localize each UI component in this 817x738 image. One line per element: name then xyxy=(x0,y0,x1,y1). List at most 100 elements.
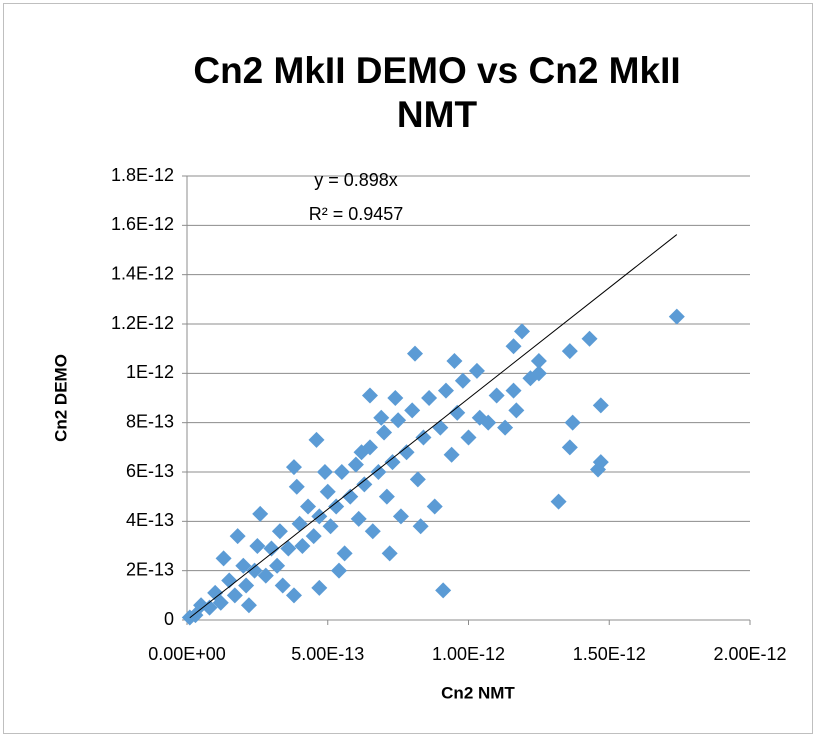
point xyxy=(316,464,333,480)
x-tick-label: 2.00E-12 xyxy=(713,644,786,664)
y-tick-label: 8E-13 xyxy=(126,411,174,431)
point xyxy=(668,308,685,325)
point xyxy=(328,498,345,515)
point xyxy=(252,505,269,522)
point xyxy=(370,464,387,480)
point xyxy=(392,508,409,525)
point xyxy=(246,562,263,579)
point xyxy=(333,464,350,480)
point xyxy=(269,557,286,574)
point xyxy=(271,523,288,540)
point xyxy=(274,577,291,594)
point xyxy=(285,459,302,476)
point xyxy=(387,390,404,406)
point xyxy=(240,597,257,614)
point xyxy=(589,461,606,478)
point xyxy=(221,572,238,589)
point xyxy=(443,446,460,463)
point xyxy=(407,345,424,362)
point xyxy=(381,545,398,562)
point xyxy=(404,402,421,419)
point xyxy=(350,510,367,527)
trendline-equation: y = 0.898x xyxy=(314,170,398,190)
chart-title-line2: NMT xyxy=(397,94,478,135)
y-tick-label: 1.2E-12 xyxy=(111,313,174,333)
point xyxy=(342,488,359,505)
point xyxy=(561,343,578,360)
x-axis-title: Cn2 NMT xyxy=(441,683,515,702)
y-tick-label: 1E-12 xyxy=(126,362,174,382)
point xyxy=(592,397,609,414)
point xyxy=(435,582,452,599)
point xyxy=(513,323,530,340)
point xyxy=(336,545,353,562)
point xyxy=(257,567,274,584)
point xyxy=(215,550,232,567)
point xyxy=(468,362,485,379)
point xyxy=(508,402,525,419)
point xyxy=(412,518,429,535)
point xyxy=(311,579,328,596)
point xyxy=(235,557,252,574)
trendline xyxy=(189,234,678,619)
point xyxy=(322,518,339,535)
point xyxy=(319,483,336,500)
chart-title: Cn2 MkII DEMO vs Cn2 MkII xyxy=(193,50,680,91)
point xyxy=(212,594,229,611)
point xyxy=(505,382,522,399)
y-tick-label: 1.6E-12 xyxy=(111,214,174,234)
point xyxy=(415,429,432,446)
point xyxy=(376,424,393,441)
y-tick-label: 4E-13 xyxy=(126,510,174,530)
point xyxy=(505,338,522,355)
point xyxy=(421,390,438,406)
point xyxy=(361,387,378,404)
point xyxy=(288,478,305,495)
x-tick-label: 5.00E-13 xyxy=(291,644,364,664)
y-tick-label: 2E-13 xyxy=(126,559,174,579)
point xyxy=(480,414,497,431)
y-axis-title: Cn2 DEMO xyxy=(51,354,70,442)
point xyxy=(488,387,505,404)
point xyxy=(300,498,317,515)
point xyxy=(446,353,463,369)
point xyxy=(263,540,280,557)
point xyxy=(460,429,477,446)
point xyxy=(356,476,373,493)
point xyxy=(201,599,218,616)
point xyxy=(550,493,567,510)
point xyxy=(249,538,266,554)
point xyxy=(561,439,578,456)
point xyxy=(530,353,547,369)
point xyxy=(378,488,395,505)
point xyxy=(229,528,246,545)
point xyxy=(497,419,514,436)
x-tick-label: 1.00E-12 xyxy=(432,644,505,664)
point xyxy=(454,372,471,389)
point xyxy=(347,456,364,473)
point xyxy=(364,523,381,540)
point xyxy=(285,587,302,604)
y-tick-label: 1.8E-12 xyxy=(111,165,174,185)
point xyxy=(305,528,322,545)
point xyxy=(564,414,581,431)
point xyxy=(522,370,539,387)
y-tick-label: 6E-13 xyxy=(126,461,174,481)
y-tick-label: 0 xyxy=(164,609,174,629)
point xyxy=(426,498,443,515)
chart-border xyxy=(3,3,813,734)
x-tick-label: 1.50E-12 xyxy=(573,644,646,664)
point xyxy=(373,409,390,426)
point xyxy=(353,444,370,461)
point xyxy=(384,454,401,471)
point xyxy=(280,540,297,557)
y-tick-label: 1.4E-12 xyxy=(111,263,174,283)
point xyxy=(390,412,407,429)
point xyxy=(331,562,348,579)
point xyxy=(238,577,255,594)
point xyxy=(449,404,466,421)
point xyxy=(409,471,426,488)
trendline-r2: R² = 0.9457 xyxy=(309,204,404,224)
point xyxy=(437,382,454,399)
